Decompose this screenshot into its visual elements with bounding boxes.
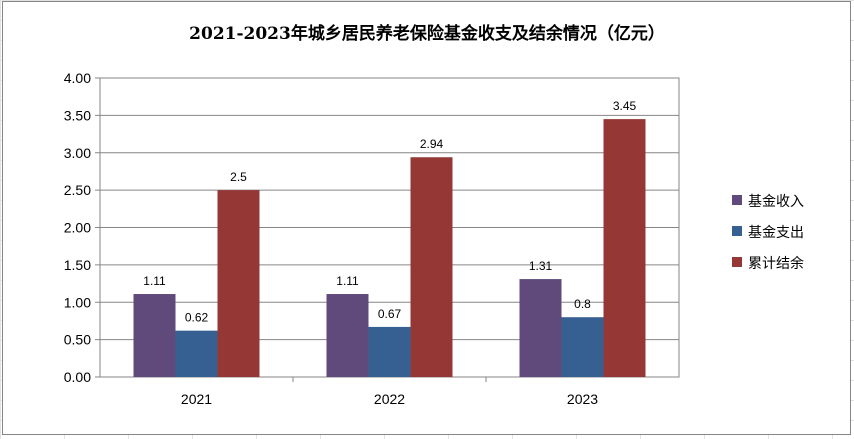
- data-label: 0.67: [378, 307, 402, 321]
- data-label: 1.31: [529, 259, 553, 273]
- y-tick-label: 3.00: [64, 145, 91, 161]
- y-tick-label: 0.00: [64, 369, 91, 385]
- chart-title: 2021-2023年城乡居民养老保险基金收支及结余情况（亿元）: [189, 23, 665, 44]
- y-tick-label: 1.00: [64, 294, 91, 310]
- data-label: 2.5: [230, 170, 247, 184]
- bar: [519, 279, 562, 377]
- y-tick-label: 4.00: [64, 70, 91, 86]
- y-axis: 0.00 0.50 1.00 1.50 2.00 2.50 3.00 3.50 4.00: [64, 70, 100, 385]
- legend-swatch: [732, 195, 742, 205]
- data-label: 0.8: [574, 297, 591, 311]
- y-tick-label: 2.00: [64, 220, 91, 236]
- data-label: 1.11: [336, 274, 359, 288]
- bar: [410, 157, 453, 377]
- x-axis: 2021 2022 2023: [181, 377, 598, 407]
- y-tick-label: 3.50: [64, 107, 91, 123]
- bar: [326, 294, 369, 377]
- bars: [133, 119, 646, 378]
- y-tick-label: 2.50: [64, 182, 91, 198]
- legend-swatch: [732, 226, 742, 236]
- x-tick-label: 2023: [567, 391, 598, 407]
- bar: [217, 190, 260, 377]
- data-labels: 1.11 0.62 2.5 1.11 0.67 2.94 1.31 0.8 3.45: [143, 99, 636, 325]
- legend-label: 基金支出: [748, 224, 804, 241]
- x-tick-label: 2021: [181, 391, 212, 407]
- chart-svg: 2021-2023年城乡居民养老保险基金收支及结余情况（亿元） 1.11 0.62…: [64, 23, 804, 407]
- data-label: 1.11: [143, 274, 166, 288]
- legend-swatch: [732, 257, 742, 267]
- legend-label: 累计结余: [748, 255, 804, 272]
- y-tick-label: 0.50: [64, 332, 91, 348]
- legend-label: 基金收入: [748, 193, 804, 210]
- bar: [368, 326, 411, 377]
- data-label: 0.62: [185, 311, 209, 325]
- data-label: 2.94: [420, 137, 444, 151]
- bar: [133, 294, 176, 377]
- y-tick-label: 1.50: [64, 257, 91, 273]
- data-label: 3.45: [613, 99, 637, 113]
- bar: [603, 119, 646, 378]
- bar: [175, 330, 218, 377]
- bar: [561, 317, 604, 377]
- x-tick-label: 2022: [374, 391, 405, 407]
